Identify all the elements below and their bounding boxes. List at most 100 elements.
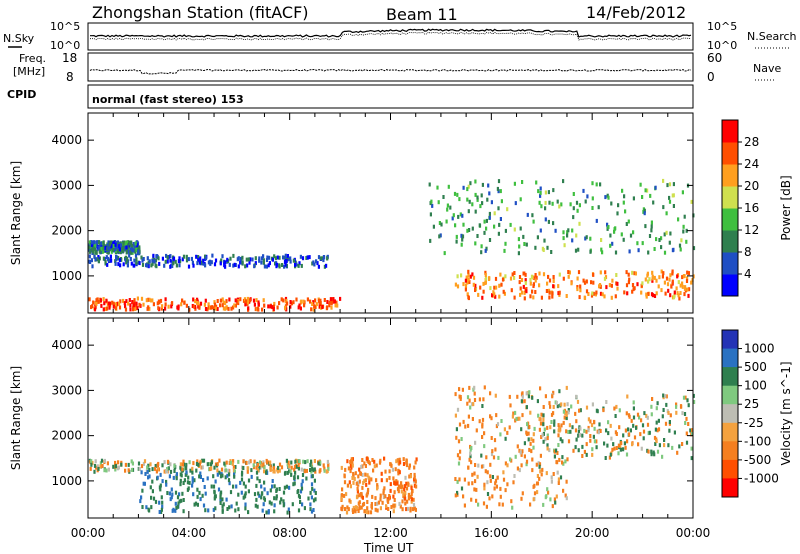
echo-cell — [396, 458, 399, 463]
echo-cell — [474, 440, 477, 445]
echo-cell — [565, 412, 568, 417]
echo-cell — [136, 296, 139, 301]
echo-cell — [160, 507, 163, 512]
echo-cell — [403, 494, 406, 499]
echo-cell — [474, 192, 477, 197]
echo-cell — [365, 510, 368, 515]
echo-cell — [107, 301, 110, 306]
echo-cell — [148, 474, 151, 479]
echo-cell — [542, 417, 545, 422]
echo-cell — [657, 418, 660, 423]
echo-cell — [410, 486, 413, 490]
echo-cell — [668, 277, 671, 282]
echo-cell — [131, 250, 134, 255]
echo-cell — [297, 508, 301, 513]
echo-cell — [119, 299, 122, 304]
echo-cell — [410, 492, 413, 497]
echo-cell — [310, 459, 313, 464]
echo-cell — [191, 476, 194, 481]
echo-cell — [185, 258, 189, 263]
y-tick-label: 3000 — [51, 178, 82, 192]
echo-cell — [615, 273, 618, 277]
echo-cell — [585, 235, 588, 240]
echo-cell — [467, 414, 470, 419]
echo-cell — [390, 463, 393, 468]
echo-cell — [213, 490, 216, 495]
echo-cell — [685, 416, 688, 421]
echo-cell — [514, 410, 517, 415]
echo-cell — [318, 304, 321, 309]
echo-cell — [90, 305, 93, 310]
echo-cell — [610, 436, 613, 441]
echo-cell — [284, 306, 287, 311]
echo-cell — [493, 292, 496, 297]
echo-cell — [299, 306, 302, 311]
echo-cell — [301, 256, 305, 261]
echo-cell — [122, 262, 125, 267]
echo-cell — [482, 289, 485, 294]
echo-cell — [233, 303, 236, 308]
echo-cell — [578, 295, 581, 300]
echo-cell — [353, 477, 356, 481]
echo-cell — [91, 249, 94, 254]
echo-cell — [194, 299, 197, 304]
echo-cell — [562, 488, 565, 493]
echo-cell — [115, 249, 118, 254]
echo-cell — [358, 479, 361, 484]
echo-cell — [260, 256, 264, 261]
echo-cell — [275, 264, 278, 269]
echo-cell — [472, 282, 475, 287]
echo-cell — [388, 494, 391, 498]
echo-cell — [675, 404, 678, 409]
echo-cell — [141, 488, 144, 493]
echo-cell — [219, 474, 223, 479]
echo-cell — [524, 272, 527, 277]
echo-cell — [555, 460, 558, 465]
echo-cell — [557, 477, 560, 482]
echo-cell — [221, 497, 224, 502]
echo-cell — [629, 428, 632, 433]
echo-cell — [293, 481, 296, 486]
echo-cell — [481, 182, 484, 187]
echo-cell — [183, 478, 186, 483]
echo-cell — [632, 400, 635, 405]
echo-cell — [353, 508, 357, 512]
echo-cell — [189, 468, 192, 473]
echo-cell — [361, 458, 364, 462]
echo-cell — [364, 478, 367, 483]
echo-cell — [341, 504, 344, 509]
echo-cell — [88, 254, 91, 259]
echo-cell — [407, 496, 410, 501]
echo-cell — [212, 507, 215, 512]
echo-cell — [608, 455, 611, 460]
echo-cell — [456, 479, 459, 484]
echo-cell — [473, 391, 476, 396]
echo-cell — [547, 190, 550, 195]
echo-cell — [582, 278, 585, 283]
echo-cell — [568, 270, 571, 275]
echo-cell — [399, 504, 402, 509]
echo-cell — [651, 278, 654, 283]
echo-cell — [497, 455, 500, 460]
echo-cell — [292, 300, 295, 305]
echo-cell — [108, 301, 112, 306]
echo-cell — [520, 399, 523, 404]
echo-cell — [668, 420, 671, 424]
echo-cell — [355, 481, 358, 486]
echo-cell — [214, 479, 217, 484]
echo-cell — [108, 242, 111, 247]
echo-cell — [163, 263, 166, 268]
echo-cell — [351, 463, 354, 468]
echo-cell — [488, 211, 491, 216]
echo-cell — [132, 248, 135, 253]
echo-cell — [640, 283, 643, 288]
echo-cell — [135, 257, 138, 262]
echo-cell — [677, 280, 680, 285]
echo-cell — [183, 462, 186, 467]
echo-cell — [575, 394, 578, 399]
echo-cell — [123, 245, 126, 250]
echo-cell — [104, 306, 107, 311]
echo-cell — [577, 448, 580, 453]
echo-cell — [94, 250, 97, 255]
